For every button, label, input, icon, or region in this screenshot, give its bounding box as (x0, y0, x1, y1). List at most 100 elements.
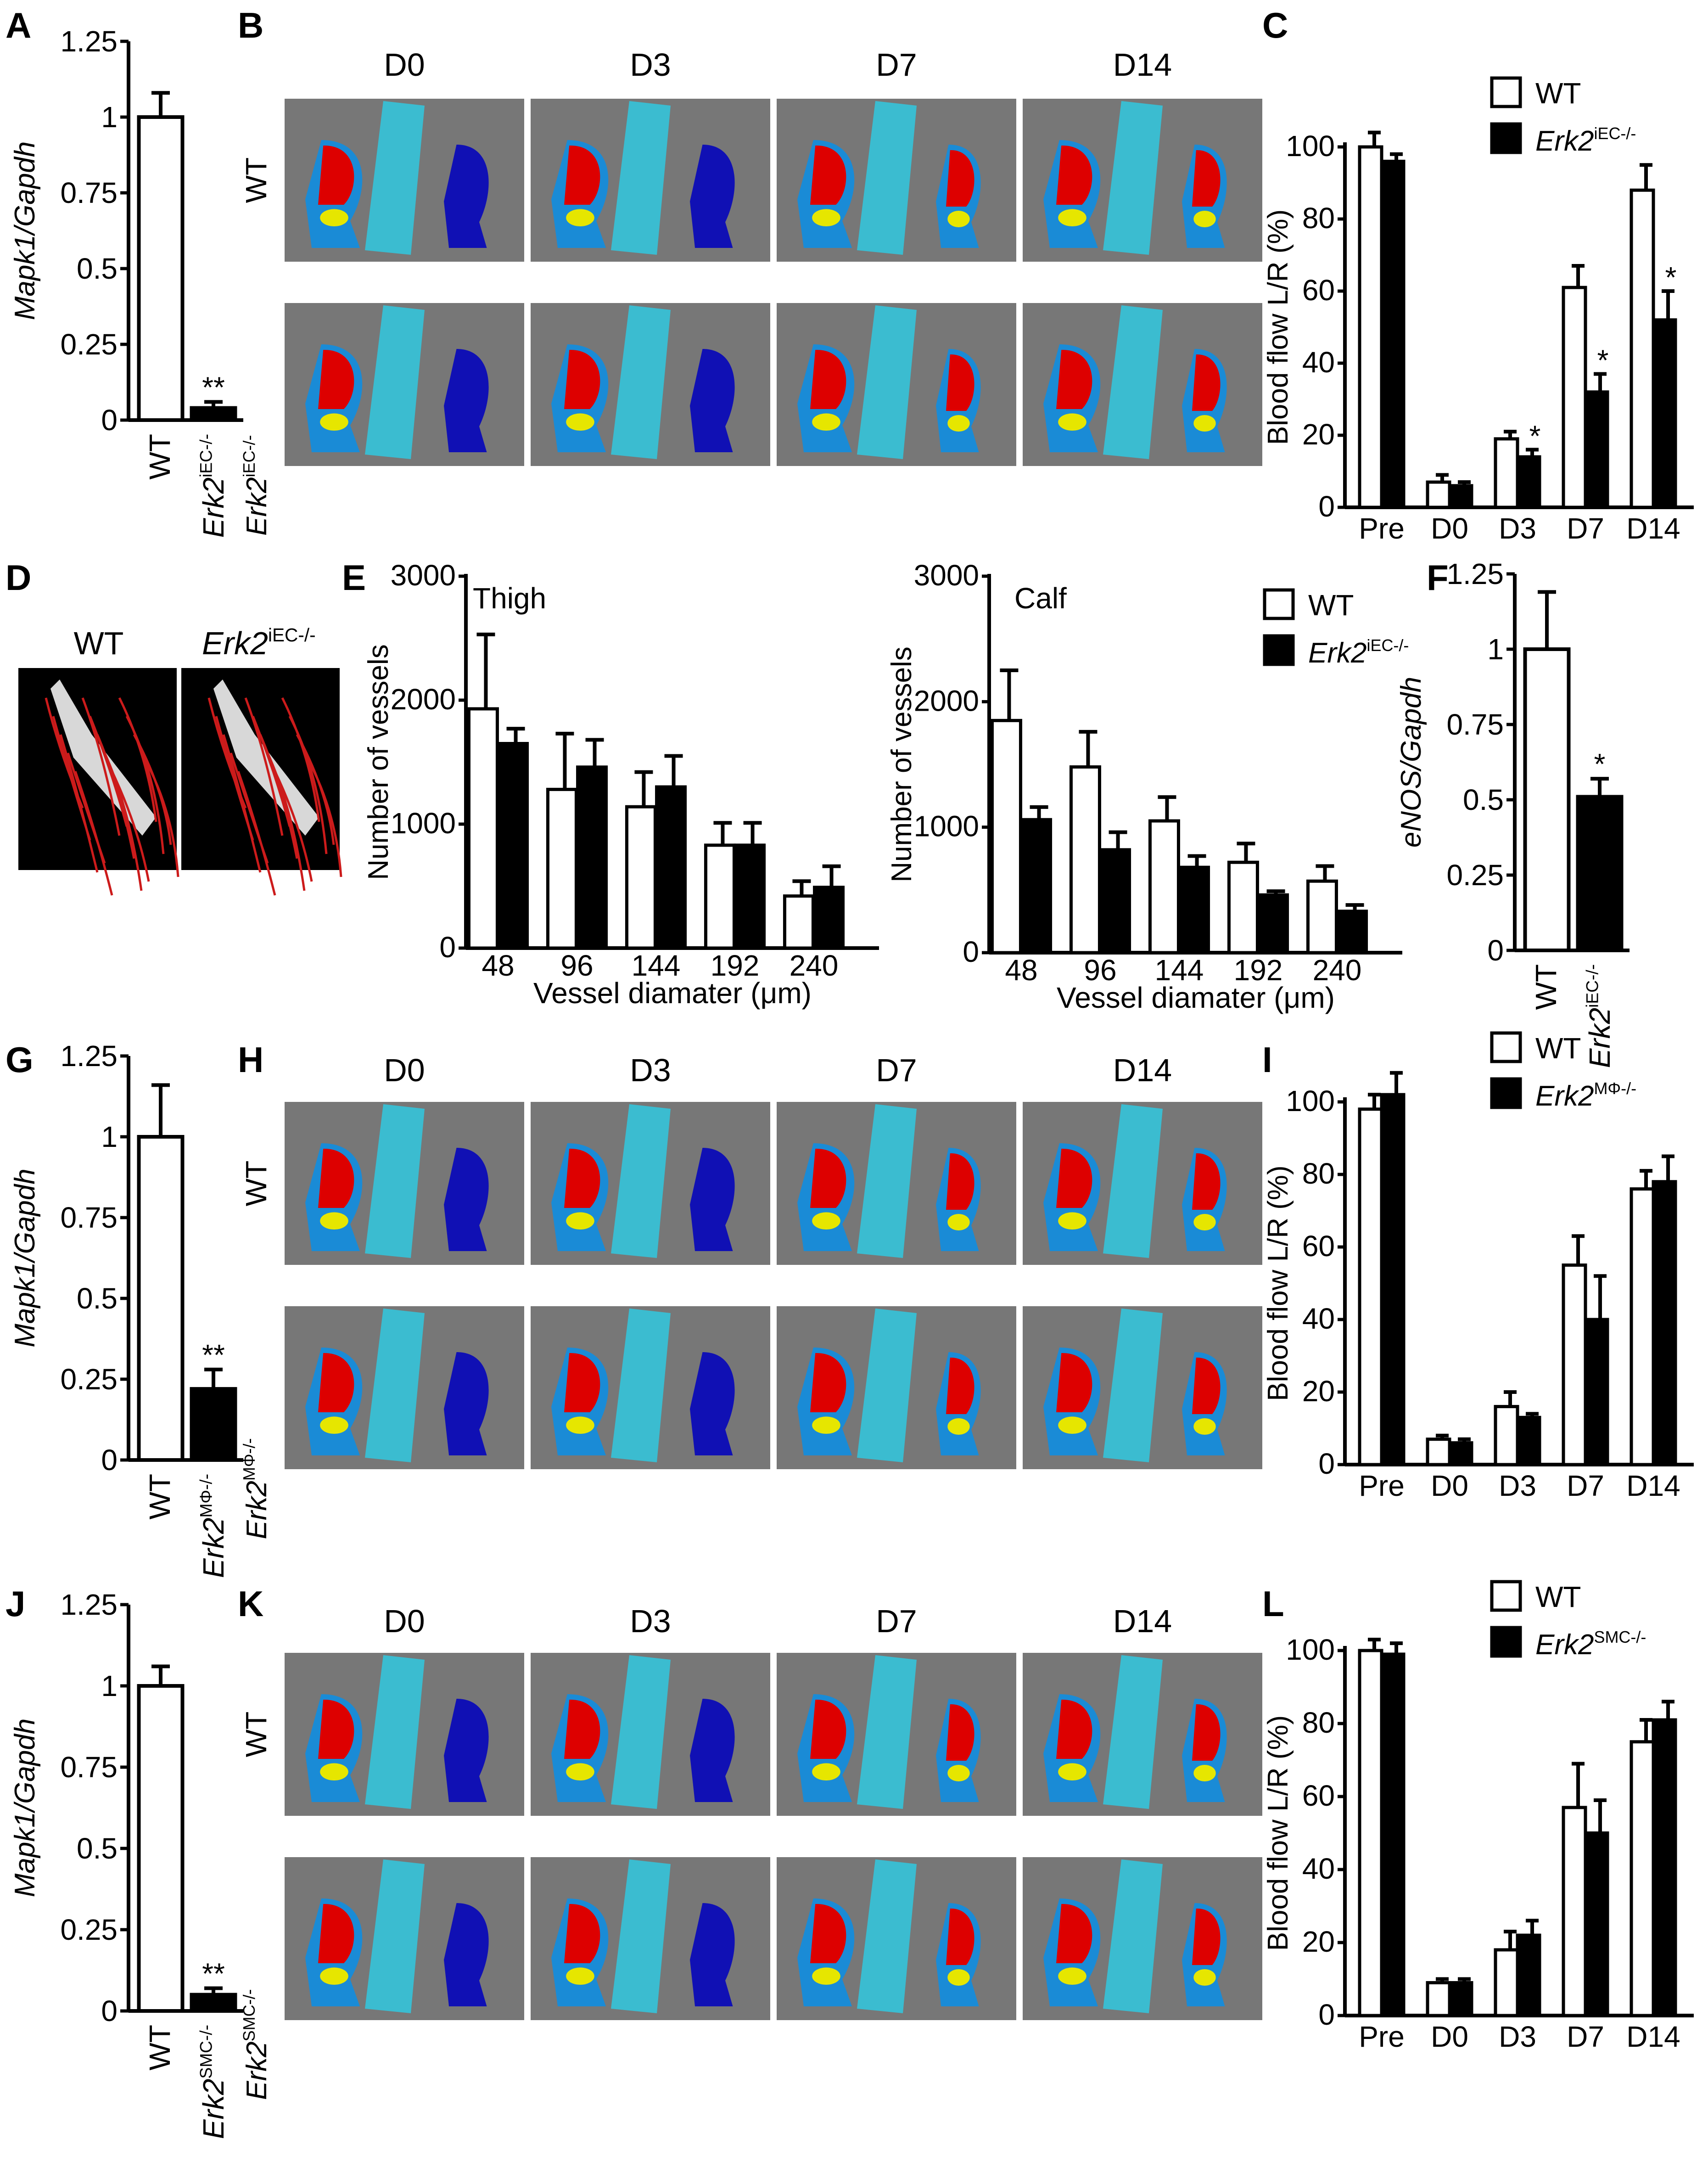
scale-bar-K (611, 1859, 671, 2013)
bar-I-1-1 (1448, 1441, 1473, 1466)
chart-I: 0 20 40 60 80 100 Blood flow L/R (%) Pre D0 D3 D7 D… (1262, 1031, 1694, 1502)
bar-G-0 (137, 1135, 185, 1462)
vessel-0 (96, 734, 135, 859)
ytick-label-I: 80 (1302, 1157, 1335, 1190)
xlabel-G-ko: Erk2MΦ-/- (196, 1474, 230, 1578)
scale-bar-H (365, 1308, 425, 1462)
bar-E1-0-4 (783, 894, 815, 950)
paw-left-K-mid (566, 1763, 594, 1780)
xlabel-F-ko-text: Erk2iEC-/- (1582, 964, 1616, 1068)
bar-E1-1-1 (576, 765, 608, 950)
row-label-H-ko-text: Erk2MΦ-/- (240, 1438, 273, 1539)
paw-right-K (444, 1699, 489, 1802)
paw-left-K-mid (812, 1967, 840, 1985)
paw-right-B-core (1192, 150, 1221, 207)
legend-swatch-wt-L (1490, 1580, 1522, 1612)
legend-swatch-ko-C (1490, 122, 1522, 154)
panel-J: 1.25 1 0.75 0.5 0.25 0 Mapk1/Gapdh WT Erk2SMC-/-… (9, 1588, 243, 2139)
paw-left-H-core (810, 1353, 846, 1412)
legend-label-ko-L-text: Erk2SMC-/- (1535, 1628, 1646, 1661)
xtick-label-E2: 96 (1084, 954, 1116, 987)
paw-right-B-core (1192, 354, 1221, 411)
ytick-label-F: 1.25 (1446, 557, 1504, 590)
ytick-label-E2: 1000 (914, 810, 979, 843)
legend-swatch-ko-I (1490, 1077, 1522, 1109)
bar-E2-1-4 (1336, 910, 1368, 955)
bar-E1-0-2 (625, 805, 657, 950)
scale-bar-B (857, 101, 917, 255)
vessel-1 (222, 734, 262, 873)
ytick-label-G: 0.75 (60, 1201, 118, 1234)
bar-C-1-0 (1380, 159, 1406, 509)
ytick-label-E2: 2000 (914, 684, 979, 717)
bar-C-0-2 (1494, 437, 1519, 509)
paw-left-B-core (810, 349, 846, 409)
legend-label-wt-E2: WT (1308, 589, 1354, 622)
ytick-label-E2: 3000 (914, 559, 979, 592)
row-label-K-ko-text: Erk2SMC-/- (240, 1989, 273, 2100)
bar-L-0-4 (1630, 1740, 1655, 2017)
paw-right-H (690, 1148, 735, 1251)
vessel-0 (140, 752, 179, 877)
scale-bar-K (365, 1859, 425, 2013)
xlabel-F-wt: WT (1529, 964, 1562, 1010)
bar-L-0-2 (1494, 1948, 1519, 2017)
paw-right-B (690, 349, 735, 452)
scale-bar-B (611, 101, 671, 255)
ytick-label-G: 0.5 (77, 1282, 118, 1315)
ytick-label-A: 0.25 (60, 328, 118, 361)
paw-left-H-mid (1058, 1212, 1086, 1230)
paw-left-H-mid (566, 1212, 594, 1230)
chart-E1: 0 1000 2000 3000 Number of vessels Thigh Vesse… (363, 559, 879, 1010)
bar-E2-1-2 (1178, 865, 1210, 955)
paw-right-H-mid (947, 1214, 970, 1230)
bar-E2-0-0 (990, 719, 1022, 955)
scale-bar-H (1103, 1308, 1163, 1462)
bar-L-1-3 (1584, 1831, 1609, 2017)
xtick-label-C: D3 (1499, 512, 1536, 545)
ytick-label-J: 0 (101, 1994, 118, 2027)
legend-label-ko-C: Erk2iEC-/- (1535, 124, 1636, 157)
ytick-label-C: 80 (1302, 202, 1335, 235)
scale-bar-B (857, 305, 917, 459)
bar-E2-0-2 (1148, 819, 1180, 955)
panel-letter-H: H (238, 1039, 263, 1080)
xtick-label-C: D14 (1626, 512, 1680, 545)
ytick-label-F: 0 (1487, 934, 1504, 967)
scale-bar-K (857, 1859, 917, 2013)
paw-left-B-mid (566, 209, 594, 227)
ytick-label-A: 0.75 (60, 176, 118, 209)
paw-right-B (444, 349, 489, 452)
bar-C-0-1 (1426, 480, 1451, 509)
paw-right-H-core (1192, 1153, 1221, 1210)
chart-C: 0 20 40 60 80 100 Blood flow L/R (%) Pre D0 * D3 * D… (1262, 76, 1694, 545)
paw-left-H-core (1056, 1353, 1092, 1412)
paw-right-B (690, 145, 735, 248)
row-label-B-ko: Erk2iEC-/- (240, 435, 273, 536)
paw-left-B-mid (320, 209, 348, 227)
panel-letter-L: L (1262, 1584, 1284, 1624)
legend-label-ko-C-text: Erk2iEC-/- (1535, 124, 1636, 157)
paw-left-B-core (564, 145, 600, 205)
day-label-H-D14: D14 (1113, 1052, 1172, 1088)
paw-right-H-mid (1193, 1418, 1216, 1435)
ytick-label-A: 1.25 (60, 25, 118, 58)
sig-star-A: ** (202, 371, 225, 404)
bar-E1-1-3 (734, 843, 766, 950)
legend-swatch-wt-E2 (1263, 588, 1295, 620)
scale-bar-H (365, 1104, 425, 1258)
xtick-label-E2: 48 (1005, 954, 1037, 987)
microct-label-ko-text: Erk2iEC-/- (202, 624, 316, 661)
paw-left-B-mid (812, 413, 840, 431)
sig-star-C: * (1597, 344, 1609, 377)
xlabel-J-wt: WT (143, 2025, 176, 2071)
x-label-E1: Vessel diamater (μm) (533, 977, 812, 1010)
vessel-0 (81, 697, 121, 836)
ytick-label-L: 80 (1302, 1706, 1335, 1739)
panel-letter-A: A (6, 5, 31, 45)
paw-left-B-core (318, 145, 354, 205)
day-label-K-D0: D0 (384, 1603, 425, 1639)
bar-F-1 (1576, 795, 1624, 952)
paw-left-K-core (318, 1904, 354, 1963)
vessel-0 (103, 752, 143, 891)
